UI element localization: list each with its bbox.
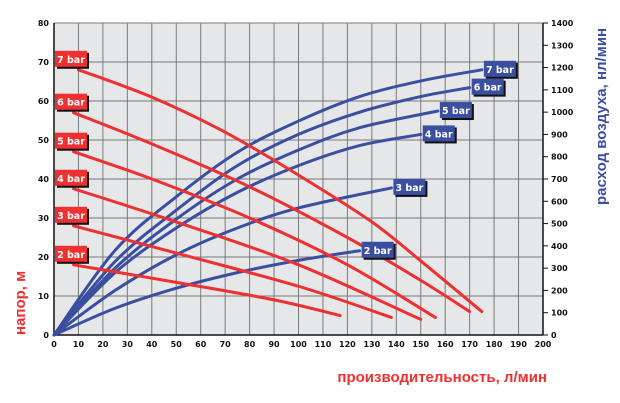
y-tick-label: 40 [38,175,50,184]
air-label-4bar-text: 4 bar [425,129,453,140]
head-curve-5bar [72,150,437,319]
head-label-7bar [55,50,87,67]
x-axis-title: производительность, л/мин [337,369,547,386]
head-label-7bar-text: 7 bar [57,55,85,66]
series-labels: 7 bar 6 bar 5 bar 4 bar 3 bar 2 bar 7 bar 6 bar… [55,50,518,264]
y2-tick-label: 400 [551,242,568,251]
head-label-3bar-text: 3 bar [57,211,85,222]
x-tick-label: 10 [73,340,85,349]
x-tick-label: 100 [290,340,307,349]
head-label-6bar [55,93,87,110]
y-tick-label: 80 [38,19,50,28]
air-label-6bar-text: 6 bar [474,83,502,94]
y2-tick-label: 0 [551,331,557,340]
x-tick-label: 60 [195,340,207,349]
head-label-4bar-text: 4 bar [57,174,85,185]
head-label-5bar-text: 5 bar [57,137,85,148]
x-tick-label: 50 [171,340,183,349]
x-tick-label: 110 [315,340,332,349]
air-label-4bar [422,125,455,142]
y2-tick-label: 800 [551,153,568,162]
air-label-2bar-text: 2 bar [364,246,392,257]
air-label-3bar-text: 3 bar [395,183,423,194]
air-label-7bar-text: 7 bar [486,65,514,76]
x-tick-label: 160 [437,340,454,349]
axes: 0 10 20 30 40 50 60 70 80 90 100 110 120 130 140 150 160… [38,19,574,349]
air-curve-2bar [52,249,362,337]
y2-tick-label: 600 [551,197,568,206]
x-tick-label: 80 [244,340,256,349]
x-tick-label: 140 [388,340,405,349]
x-tick-label: 130 [363,340,380,349]
x-tick-label: 30 [122,340,134,349]
y2-tick-label: 1100 [551,86,574,95]
air-label-7bar [483,60,516,77]
head-curve-7bar [76,68,484,314]
y-tick-label: 0 [43,331,49,340]
x-tick-label: 180 [486,340,503,349]
x-tick-label: 200 [535,340,552,349]
air-label-5bar-text: 5 bar [442,106,470,117]
y-tick-label: 60 [38,97,50,106]
y2-tick-label: 100 [551,309,568,318]
head-curve-3bar [72,224,393,319]
air-label-6bar [471,78,504,95]
head-label-2bar [55,245,87,262]
head-label-5bar [55,132,87,149]
air-curve-5bar [52,109,440,337]
y2-tick-label: 1300 [551,41,574,50]
grid [53,22,544,336]
y2-tick-label: 300 [551,264,568,273]
head-curve-2bar [72,263,342,317]
y2-tick-label: 700 [551,175,568,184]
y-axis-title: напор, м [12,271,29,335]
x-tick-label: 150 [412,340,429,349]
head-series [72,68,484,321]
y2-tick-label: 1400 [551,19,574,28]
air-curve-7bar [52,68,484,337]
air-label-2bar [361,241,394,258]
head-curve-4bar [72,187,423,321]
x-tick-label: 20 [97,340,109,349]
head-curve-6bar [72,111,472,314]
y2-tick-label: 1200 [551,64,574,73]
y-tick-label: 30 [38,214,50,223]
x-tick-label: 90 [268,340,280,349]
air-label-3bar [393,178,426,195]
x-tick-label: 0 [51,340,57,349]
x-tick-label: 170 [461,340,478,349]
y-tick-label: 70 [38,58,50,67]
y2-tick-label: 500 [551,220,568,229]
x-tick-label: 40 [146,340,158,349]
x-tick-label: 70 [220,340,232,349]
y2-axis-title: расход воздуха, нл/мин [593,28,610,205]
air-curve-6bar [52,86,472,337]
y-tick-label: 50 [38,136,50,145]
y2-tick-label: 900 [551,130,568,139]
air-label-5bar [439,102,472,119]
y-tick-label: 20 [38,253,50,262]
head-label-2bar-text: 2 bar [57,250,85,261]
y-tick-label: 10 [38,292,50,301]
air-curve-3bar [52,186,393,337]
x-tick-label: 190 [510,340,527,349]
x-tick-label: 120 [339,340,356,349]
head-label-3bar [55,206,87,223]
y2-tick-label: 200 [551,286,568,295]
head-label-4bar [55,169,87,186]
head-label-6bar-text: 6 bar [57,98,85,109]
y2-tick-label: 1000 [551,108,574,117]
